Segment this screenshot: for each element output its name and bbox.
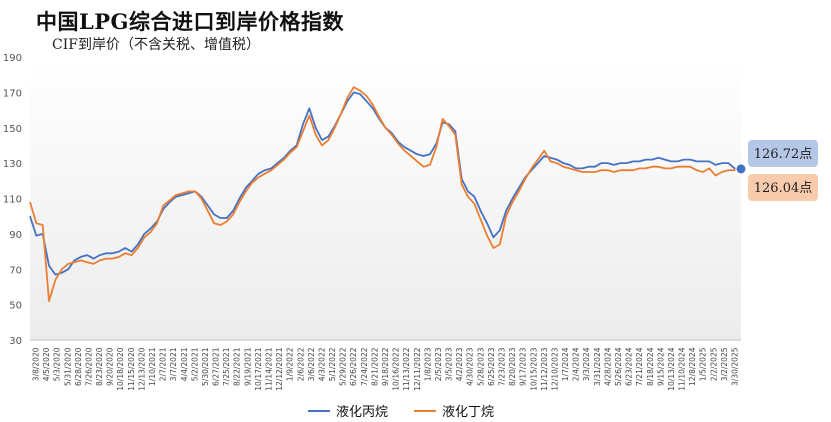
x-tick-label: 9/15/2024 [656,347,665,386]
x-tick-label: 3/2/2025 [720,347,729,381]
x-tick-label: 8/21/2022 [370,347,379,386]
x-tick-label: 5/26/2024 [614,347,623,386]
x-tick-label: 2/5/2023 [434,347,443,381]
x-tick-label: 11/10/2024 [678,347,687,390]
x-tick-label: 7/26/2020 [84,347,93,386]
legend-swatch-propane [308,409,330,412]
x-tick-label: 5/28/2023 [476,347,485,386]
x-tick-label: 7/23/2023 [498,347,507,386]
x-tick-label: 3/31/2024 [593,347,602,386]
x-tick-label: 3/6/2022 [307,347,316,381]
x-tick-label: 11/12/2023 [540,347,549,390]
x-tick-label: 5/3/2020 [53,347,62,381]
x-tick-label: 3/8/2020 [32,347,41,381]
end-label-box-butane [748,174,818,201]
x-tick-label: 9/17/2023 [519,347,528,386]
legend-label-butane: 液化丁烷 [442,405,495,420]
x-tick-label: 5/1/2022 [328,347,337,381]
x-tick-label: 5/2/2021 [190,347,199,381]
x-tick-label: 1/9/2022 [286,347,295,381]
x-tick-label: 2/2/2025 [709,347,718,381]
y-tick-label: 30 [9,336,22,347]
end-point-propane [735,163,747,175]
x-tick-label: 3/3/2024 [582,347,591,381]
x-tick-label: 4/3/2022 [317,347,326,381]
x-tick-label: 4/5/2020 [42,347,51,381]
x-tick-label: 10/15/2023 [529,347,538,390]
end-label-butane: 126.04点 [754,181,813,196]
legend-item-butane[interactable]: 液化丁烷 [414,401,494,420]
x-tick-label: 4/30/2023 [466,347,475,386]
x-tick-label: 12/12/2021 [275,347,284,390]
x-tick-label: 8/23/2020 [95,347,104,386]
x-tick-label: 1/5/2025 [699,347,708,381]
x-tick-label: 3/30/2025 [731,347,740,386]
legend-swatch-butane [414,409,437,412]
y-tick-label: 90 [9,230,22,241]
x-tick-label: 5/31/2020 [63,347,72,386]
end-label-propane: 126.72点 [754,147,813,162]
x-tick-label: 7/21/2024 [635,347,644,386]
legend-item-propane[interactable]: 液化丙烷 [308,401,388,420]
x-tick-label: 7/24/2022 [360,347,369,386]
x-tick-label: 2/4/2024 [572,347,581,381]
x-tick-label: 1/7/2024 [561,347,570,381]
x-tick-label: 12/11/2022 [413,347,422,390]
x-tick-label: 12/10/2023 [550,347,559,390]
x-tick-label: 6/26/2022 [349,347,358,386]
legend: 液化丙烷 液化丁烷 [308,401,494,420]
x-tick-label: 10/13/2024 [667,347,676,390]
x-tick-label: 11/15/2020 [127,347,136,390]
y-tick-label: 170 [3,88,22,99]
series-line-butane [29,86,742,303]
x-tick-label: 9/18/2022 [381,347,390,386]
x-tick-label: 10/16/2022 [392,347,401,390]
y-tick-label: 110 [3,195,22,206]
y-tick-label: 50 [9,301,22,312]
x-tick-label: 12/8/2024 [688,347,697,386]
x-tick-label: 2/7/2021 [159,347,168,381]
chart-title: 中国LPG综合进口到岸价格指数 [36,9,344,34]
y-tick-label: 70 [9,265,22,276]
x-tick-label: 10/17/2021 [254,347,263,390]
y-tick-label: 130 [3,159,22,170]
x-tick-label: 8/20/2023 [508,347,517,386]
x-tick-label: 9/19/2021 [243,347,252,386]
x-tick-label: 1/8/2023 [423,347,432,381]
end-label-box-propane [748,140,818,167]
y-tick-label: 190 [3,53,22,64]
x-tick-label: 12/13/2020 [137,347,146,390]
x-tick-label: 4/4/2021 [180,347,189,381]
x-tick-label: 5/30/2021 [201,347,210,386]
x-tick-label: 4/28/2024 [603,347,612,386]
x-tick-label: 9/20/2020 [106,347,115,386]
x-tick-label: 6/25/2023 [487,347,496,386]
x-tick-label: 1/10/2021 [148,347,157,386]
x-tick-label: 7/25/2021 [222,347,231,386]
x-tick-label: 11/14/2021 [265,347,274,390]
x-tick-label: 4/2/2023 [455,347,464,381]
x-tick-label: 6/23/2024 [625,347,634,386]
x-tick-label: 6/27/2021 [212,347,221,386]
x-tick-label: 8/18/2024 [646,347,655,386]
x-tick-label: 6/28/2020 [74,347,83,386]
y-tick-label: 150 [3,124,22,135]
x-tick-label: 5/29/2022 [339,347,348,386]
x-tick-label: 10/18/2020 [116,347,125,390]
x-tick-label: 3/7/2021 [169,347,178,381]
x-tick-label: 11/13/2022 [402,347,411,390]
plot-background [30,57,741,340]
x-tick-label: 8/22/2021 [233,347,242,386]
x-tick-label: 3/5/2023 [445,347,454,381]
legend-label-propane: 液化丙烷 [336,405,389,420]
chart-subtitle: CIF到岸价（不含关税、增值税） [52,37,260,53]
x-tick-label: 2/6/2022 [296,347,305,381]
